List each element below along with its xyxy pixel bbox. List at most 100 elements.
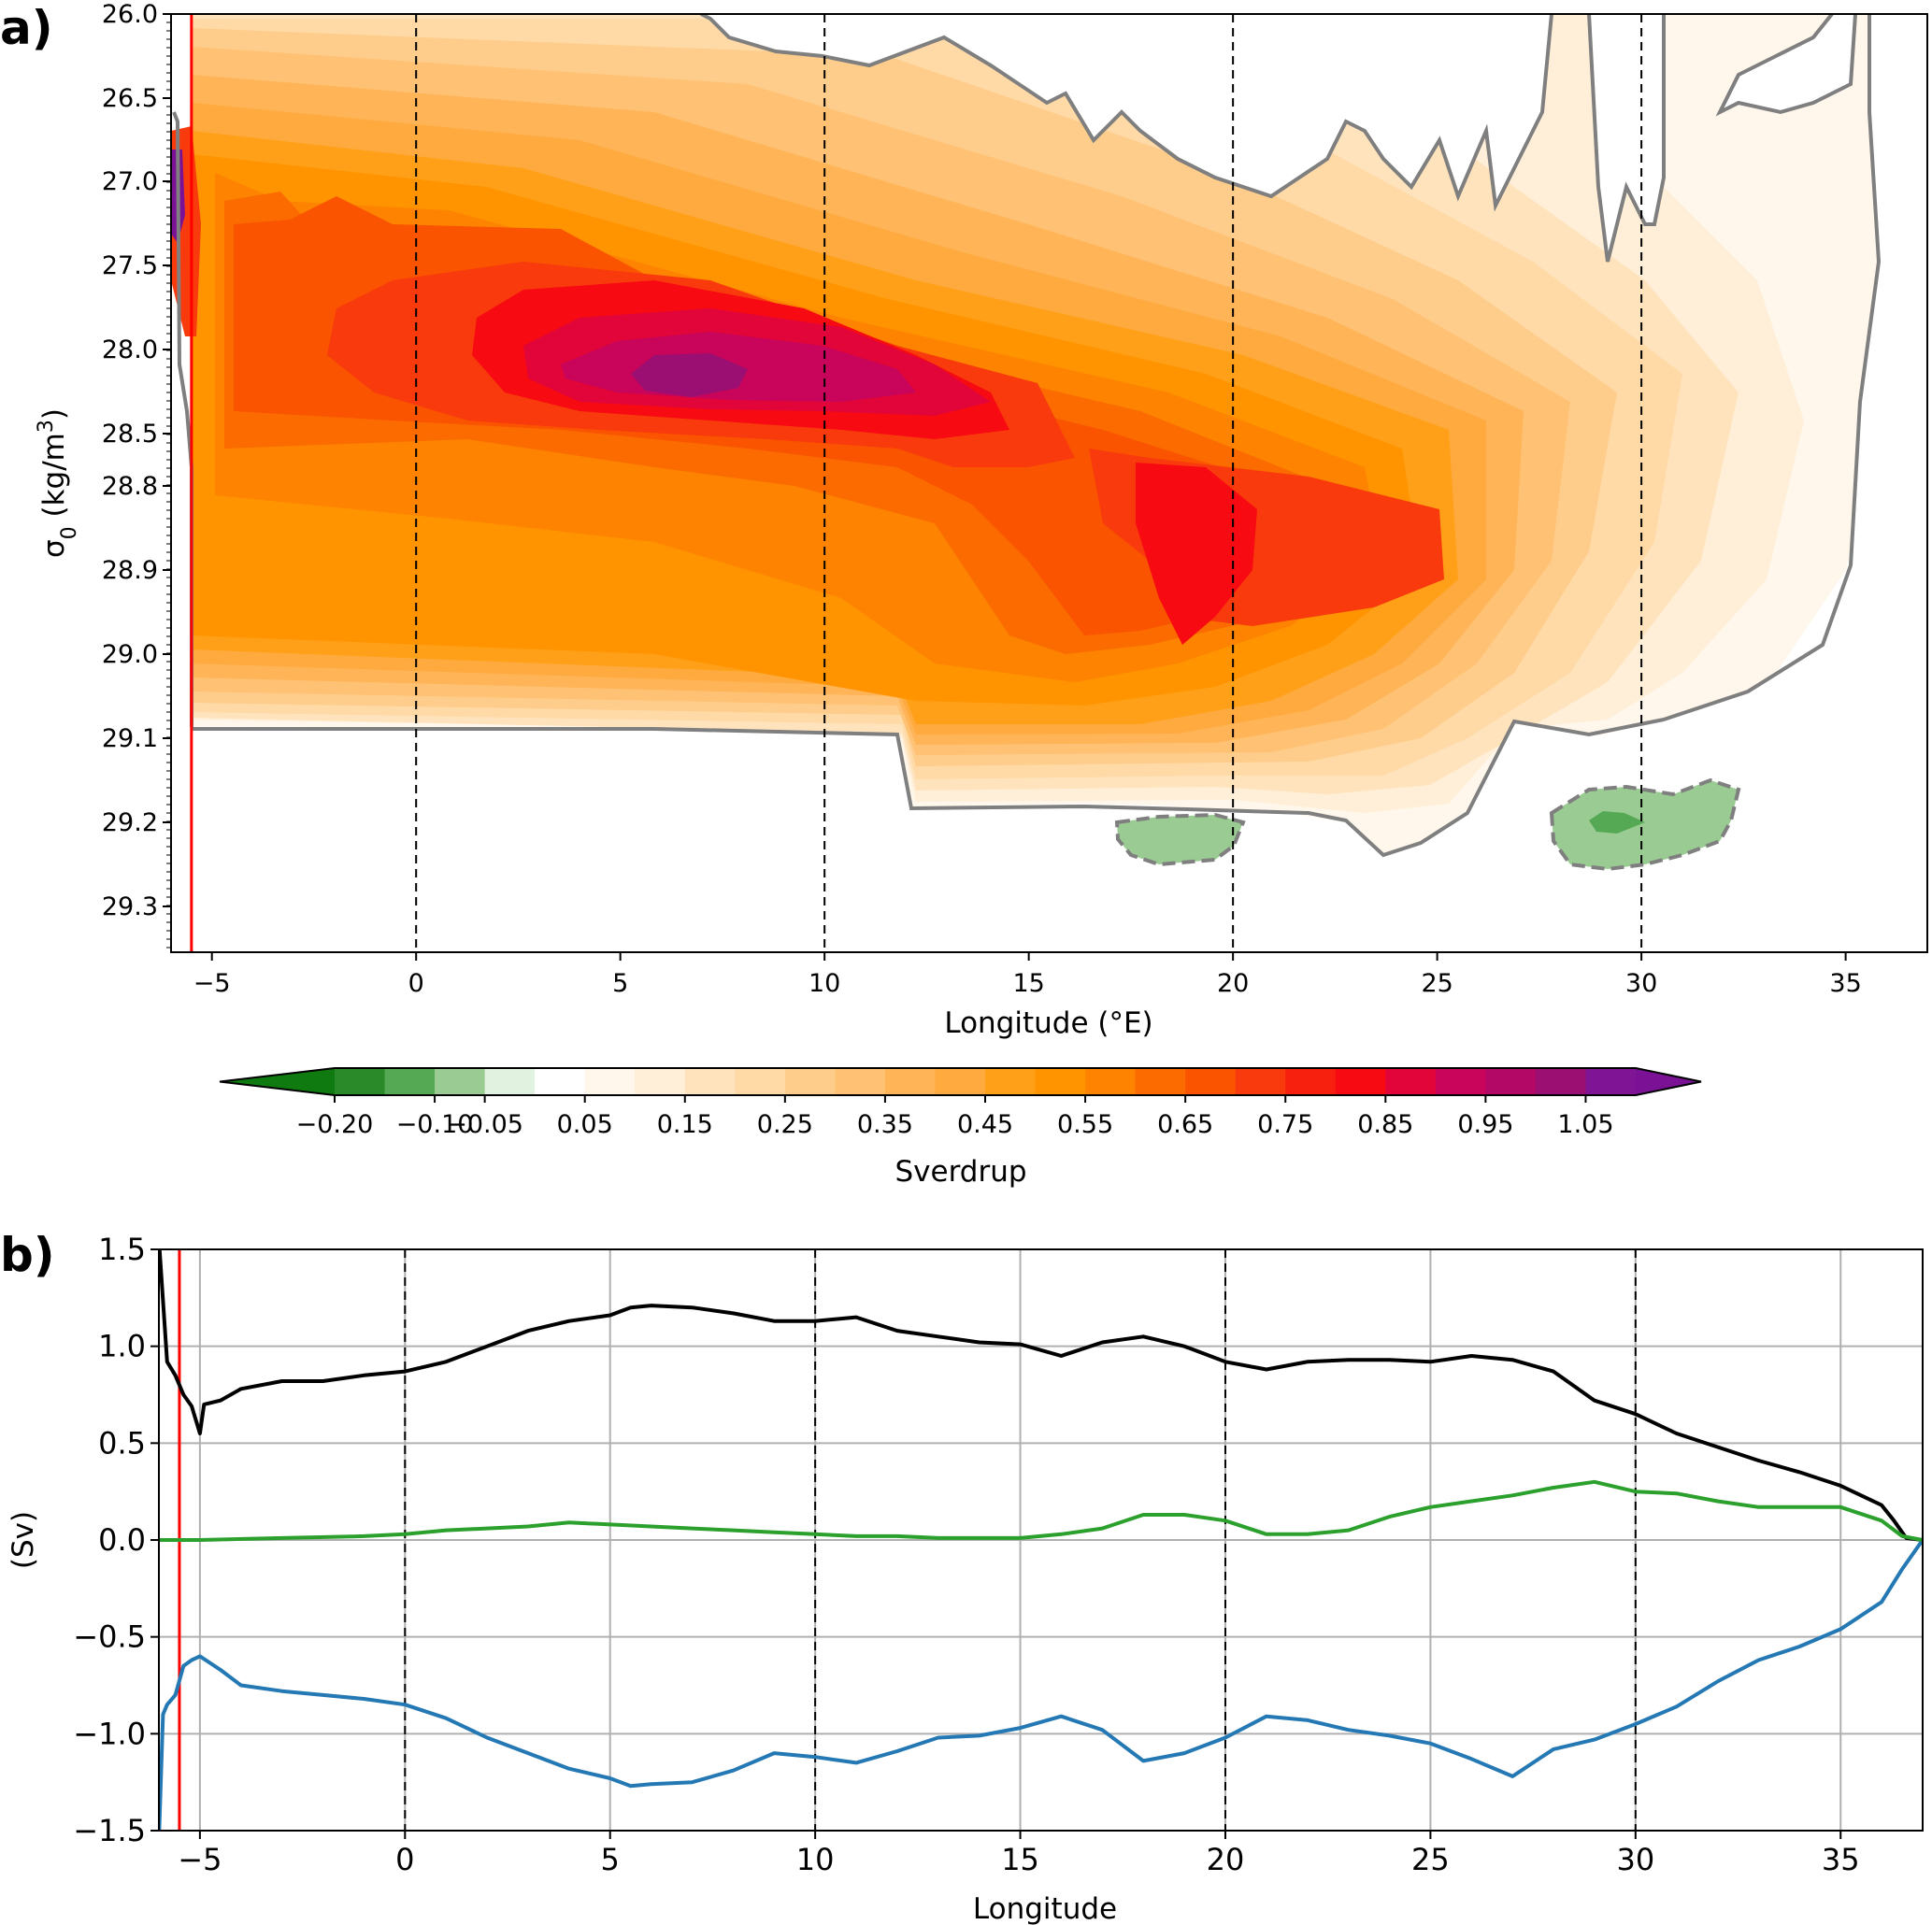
x-tick-label: 30 <box>1616 1842 1654 1877</box>
colorbar-swatch <box>584 1068 636 1095</box>
colorbar-swatch <box>1535 1068 1587 1095</box>
x-tick-label: 25 <box>1411 1842 1450 1877</box>
series-line-2 <box>159 1479 1923 1542</box>
colorbar-swatch <box>1285 1068 1337 1095</box>
field-outline-upper <box>700 14 1857 263</box>
panel-b-ylabel: (Sv) <box>7 1511 40 1569</box>
negative-patch-east <box>1549 777 1741 872</box>
panel-b-x-ticks: −5 0 5 10 15 20 25 30 35 <box>178 1831 1860 1877</box>
zero-region-bottom-left <box>171 727 192 952</box>
colorbar-swatch <box>835 1068 886 1095</box>
x-tick-label: 10 <box>809 969 840 998</box>
colorbar-swatches <box>219 1067 1702 1096</box>
x-tick-label: 5 <box>612 969 628 998</box>
y-tick-label: 29.3 <box>102 892 158 921</box>
y-tick-label: −1.5 <box>73 1813 146 1848</box>
y-tick-label: −1.0 <box>73 1716 146 1751</box>
x-tick-label: 10 <box>796 1842 835 1877</box>
y-tick-label: −0.5 <box>73 1619 146 1655</box>
colorbar-tick-label: 0.45 <box>957 1110 1013 1139</box>
y-tick-label: 1.5 <box>98 1232 146 1267</box>
colorbar-tick-label: −0.05 <box>446 1110 523 1139</box>
colorbar-swatch <box>735 1068 786 1095</box>
panel-a-frame <box>170 13 1928 953</box>
colorbar-swatch <box>1485 1068 1537 1095</box>
x-tick-label: −5 <box>178 1842 222 1877</box>
x-tick-label: 35 <box>1829 969 1861 998</box>
panel-a-plot: −5 0 5 10 15 20 25 30 35 26.0 26.5 27.0 27.5 28.0 28.… <box>35 0 1928 1040</box>
field-outline <box>192 14 1882 858</box>
colorbar-swatch <box>1135 1068 1186 1095</box>
colorbar-swatch <box>985 1068 1037 1095</box>
x-tick-label: 0 <box>408 969 424 998</box>
y-tick-label: 28.8 <box>102 472 158 501</box>
series-line-0 <box>159 1249 1923 1542</box>
colorbar-ticks: −0.20 −0.10−0.05 0.05 0.15 0.25 0.35 0.45 0.55 0… <box>296 1095 1614 1139</box>
y-tick-label: 26.5 <box>102 84 158 113</box>
y-tick-label: 1.0 <box>98 1329 146 1364</box>
colorbar-swatch <box>435 1068 486 1095</box>
panel-a-ylabel: σ0 (kg/m3) <box>35 408 81 558</box>
colorbar-swatch <box>1035 1068 1086 1095</box>
panel-b-grid <box>159 1248 1923 1832</box>
panel-b-xlabel: Longitude <box>973 1892 1117 1925</box>
colorbar-swatch <box>1235 1068 1286 1095</box>
panel-b-label: b) <box>0 1228 55 1282</box>
colorbar-under-extension <box>220 1068 335 1095</box>
colorbar-tick-label: 0.55 <box>1057 1110 1113 1139</box>
colorbar-tick-label: 0.25 <box>757 1110 813 1139</box>
panel-a-label: a) <box>0 1 53 55</box>
x-tick-label: 30 <box>1625 969 1657 998</box>
x-tick-label: 20 <box>1217 969 1249 998</box>
colorbar-swatch <box>1385 1068 1437 1095</box>
panel-b-y-ticks: −1.5 −1.0 −0.5 0.0 0.5 1.0 1.5 <box>73 1232 159 1848</box>
y-tick-label: 29.0 <box>102 640 158 669</box>
colorbar-swatch <box>484 1068 536 1095</box>
transport-field <box>171 14 1927 952</box>
panel-a-xlabel: Longitude (°E) <box>944 1006 1152 1040</box>
colorbar-tick-label: 0.35 <box>857 1110 913 1139</box>
panel-a-reference-lines <box>190 14 1643 952</box>
x-tick-label: −5 <box>193 969 231 998</box>
colorbar: −0.20 −0.10−0.05 0.05 0.15 0.25 0.35 0.45 0.55 0… <box>219 1067 1702 1189</box>
y-tick-label: 27.0 <box>102 167 158 196</box>
colorbar-over-extension <box>1636 1068 1701 1095</box>
colorbar-tick-label: −0.20 <box>296 1110 374 1139</box>
x-tick-label: 25 <box>1421 969 1453 998</box>
y-tick-label: 29.2 <box>102 808 158 837</box>
y-tick-label: 0.5 <box>98 1425 146 1461</box>
panel-b-series <box>159 1249 1923 1831</box>
field-level-1.00 <box>631 353 748 397</box>
y-tick-label: 28.0 <box>102 335 158 364</box>
colorbar-swatch <box>384 1068 436 1095</box>
colorbar-swatch <box>635 1068 686 1095</box>
x-tick-label: 20 <box>1207 1842 1245 1877</box>
zero-region-western-column <box>171 14 178 112</box>
colorbar-tick-label: 0.75 <box>1257 1110 1313 1139</box>
colorbar-swatch <box>884 1068 937 1095</box>
zero-region-west-boundary <box>171 336 192 729</box>
zero-region-upper-right <box>171 14 1927 952</box>
series-line-1 <box>159 1538 1923 1831</box>
colorbar-tick-label: 0.95 <box>1457 1110 1513 1139</box>
x-tick-label: 15 <box>1001 1842 1039 1877</box>
colorbar-swatch <box>1335 1068 1386 1095</box>
field-level-0.80-east <box>1136 463 1257 645</box>
colorbar-tick-label: −0.10 <box>396 1110 474 1139</box>
x-tick-label: 5 <box>601 1842 620 1877</box>
y-tick-label: 0.0 <box>98 1522 146 1558</box>
colorbar-tick-label: 0.85 <box>1357 1110 1413 1139</box>
colorbar-tick-label: 1.05 <box>1557 1110 1613 1139</box>
negative-patch-core <box>1589 811 1645 834</box>
y-tick-label: 28.5 <box>102 420 158 449</box>
colorbar-tick-label: 0.05 <box>557 1110 613 1139</box>
y-tick-label: 28.9 <box>102 556 158 585</box>
negative-patch-west <box>1114 812 1246 867</box>
colorbar-label: Sverdrup <box>894 1155 1026 1189</box>
colorbar-swatch <box>1585 1068 1637 1095</box>
y-tick-label: 26.0 <box>102 0 158 29</box>
colorbar-outline <box>219 1067 1702 1096</box>
x-tick-label: 35 <box>1822 1842 1860 1877</box>
panel-b-plot: −5 0 5 10 15 20 25 30 35 −1.5 −1.0 −0.5 0.0 0.5 1.0 1.… <box>7 1232 1924 1925</box>
